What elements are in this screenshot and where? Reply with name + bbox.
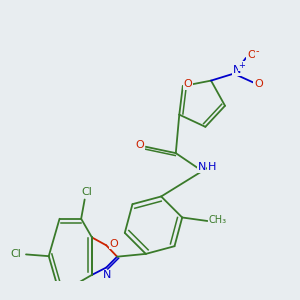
Text: Cl: Cl (10, 249, 21, 259)
Text: O: O (247, 50, 256, 60)
Text: N: N (103, 270, 112, 280)
Text: O: O (184, 80, 192, 89)
Text: O: O (135, 140, 144, 150)
Text: CH₃: CH₃ (209, 215, 227, 225)
Text: Cl: Cl (81, 187, 92, 197)
Text: O: O (110, 238, 118, 249)
Text: H: H (208, 162, 216, 172)
Text: O: O (254, 79, 262, 89)
Text: +: + (238, 61, 245, 70)
Text: -: - (256, 46, 259, 57)
Text: N: N (232, 65, 241, 75)
Text: N: N (197, 162, 206, 172)
